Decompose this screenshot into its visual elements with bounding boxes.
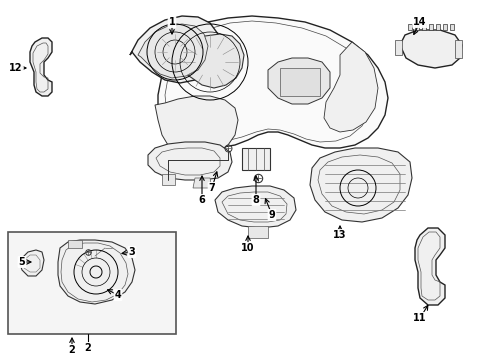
Polygon shape xyxy=(158,16,387,148)
Text: 12: 12 xyxy=(9,63,23,73)
Polygon shape xyxy=(162,174,175,185)
Bar xyxy=(242,148,269,170)
Bar xyxy=(8,232,176,334)
Polygon shape xyxy=(394,40,401,55)
Text: 10: 10 xyxy=(241,243,254,253)
Polygon shape xyxy=(407,24,411,30)
Text: 1: 1 xyxy=(168,17,175,27)
Polygon shape xyxy=(435,24,439,30)
Polygon shape xyxy=(442,24,446,30)
Text: 9: 9 xyxy=(268,210,275,220)
Polygon shape xyxy=(68,240,82,248)
Polygon shape xyxy=(193,178,212,188)
Bar xyxy=(280,68,319,96)
Polygon shape xyxy=(20,250,44,276)
Polygon shape xyxy=(267,58,329,104)
Polygon shape xyxy=(428,24,432,30)
Polygon shape xyxy=(449,24,453,30)
Polygon shape xyxy=(421,24,425,30)
Text: 4: 4 xyxy=(114,290,121,300)
Text: 8: 8 xyxy=(252,195,259,205)
Polygon shape xyxy=(399,30,461,68)
Text: 2: 2 xyxy=(84,343,91,353)
Polygon shape xyxy=(58,240,135,304)
Text: 13: 13 xyxy=(332,230,346,240)
Polygon shape xyxy=(175,34,244,88)
Polygon shape xyxy=(414,228,444,305)
Polygon shape xyxy=(414,24,418,30)
Polygon shape xyxy=(138,24,207,78)
Polygon shape xyxy=(215,186,295,228)
Polygon shape xyxy=(30,38,52,96)
Polygon shape xyxy=(155,96,238,155)
Text: 6: 6 xyxy=(198,195,205,205)
Polygon shape xyxy=(148,142,231,180)
Text: 3: 3 xyxy=(128,247,135,257)
Polygon shape xyxy=(324,42,377,132)
Text: 7: 7 xyxy=(208,183,215,193)
Polygon shape xyxy=(247,226,267,238)
Text: 14: 14 xyxy=(412,17,426,27)
Text: 11: 11 xyxy=(412,313,426,323)
Text: 5: 5 xyxy=(19,257,25,267)
Text: 2: 2 xyxy=(68,345,75,355)
Polygon shape xyxy=(130,16,220,83)
Polygon shape xyxy=(454,40,461,58)
Polygon shape xyxy=(309,148,411,222)
